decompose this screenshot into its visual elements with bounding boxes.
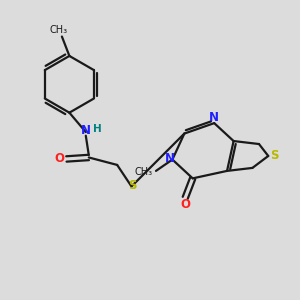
Text: O: O xyxy=(180,198,190,211)
Text: S: S xyxy=(128,179,136,192)
Text: H: H xyxy=(93,124,101,134)
Text: N: N xyxy=(209,111,219,124)
Text: O: O xyxy=(55,152,65,166)
Text: CH₃: CH₃ xyxy=(50,25,68,35)
Text: N: N xyxy=(81,124,91,137)
Text: S: S xyxy=(271,149,279,163)
Text: N: N xyxy=(165,152,175,165)
Text: CH₃: CH₃ xyxy=(134,167,152,177)
